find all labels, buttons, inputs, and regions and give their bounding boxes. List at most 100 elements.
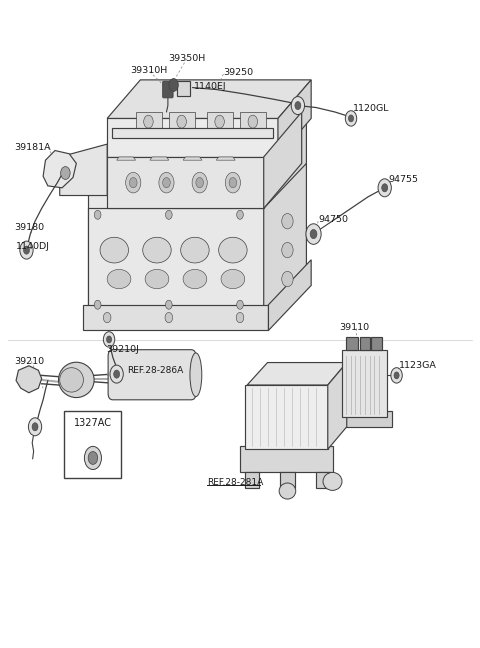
Text: REF.28-286A: REF.28-286A: [127, 366, 183, 375]
Ellipse shape: [323, 472, 342, 491]
Circle shape: [103, 312, 111, 323]
Text: 1123GA: 1123GA: [399, 361, 437, 370]
Ellipse shape: [221, 270, 245, 288]
Polygon shape: [338, 411, 392, 427]
Circle shape: [110, 365, 123, 383]
Ellipse shape: [183, 270, 207, 288]
Polygon shape: [264, 163, 306, 311]
Polygon shape: [245, 472, 259, 488]
Ellipse shape: [219, 237, 247, 263]
Circle shape: [391, 367, 402, 383]
Ellipse shape: [190, 353, 202, 397]
Polygon shape: [316, 472, 330, 488]
Ellipse shape: [143, 237, 171, 263]
Circle shape: [310, 229, 317, 238]
Text: 39210: 39210: [14, 357, 45, 365]
Circle shape: [114, 370, 120, 378]
Circle shape: [345, 111, 357, 126]
Polygon shape: [268, 260, 311, 330]
Text: 39250: 39250: [223, 67, 253, 76]
Circle shape: [144, 115, 153, 128]
Circle shape: [60, 167, 70, 179]
Polygon shape: [247, 362, 347, 385]
Circle shape: [107, 336, 112, 343]
Circle shape: [166, 300, 172, 309]
Circle shape: [229, 178, 237, 188]
Circle shape: [378, 179, 391, 197]
Circle shape: [215, 115, 224, 128]
Text: 39310H: 39310H: [130, 65, 167, 75]
Polygon shape: [60, 144, 107, 196]
Polygon shape: [112, 128, 273, 137]
Circle shape: [282, 242, 293, 258]
Polygon shape: [342, 350, 387, 417]
Text: 1140EJ: 1140EJ: [193, 82, 226, 91]
Polygon shape: [16, 365, 42, 393]
Circle shape: [166, 211, 172, 219]
Polygon shape: [216, 157, 235, 160]
Text: 39210J: 39210J: [106, 345, 139, 354]
Text: 39180: 39180: [14, 223, 45, 232]
Text: 1120GL: 1120GL: [353, 104, 389, 113]
Polygon shape: [183, 157, 202, 160]
Polygon shape: [245, 385, 328, 449]
Circle shape: [165, 312, 173, 323]
Circle shape: [169, 78, 179, 91]
Circle shape: [282, 213, 293, 229]
Circle shape: [237, 300, 243, 309]
Polygon shape: [169, 112, 195, 132]
Ellipse shape: [60, 367, 84, 392]
Ellipse shape: [145, 270, 169, 288]
Text: 39110: 39110: [340, 323, 370, 332]
Circle shape: [20, 241, 33, 259]
Polygon shape: [372, 337, 382, 350]
Polygon shape: [328, 362, 347, 449]
Circle shape: [291, 97, 304, 115]
Text: 94750: 94750: [318, 214, 348, 224]
Text: 39350H: 39350H: [168, 54, 205, 63]
Circle shape: [236, 312, 244, 323]
FancyBboxPatch shape: [64, 411, 121, 478]
Text: 39181A: 39181A: [14, 143, 51, 152]
Polygon shape: [136, 112, 162, 132]
Polygon shape: [240, 112, 266, 132]
Circle shape: [103, 332, 115, 347]
Text: 94755: 94755: [388, 175, 418, 184]
Polygon shape: [88, 157, 264, 311]
Circle shape: [159, 172, 174, 193]
Circle shape: [24, 246, 29, 254]
Polygon shape: [264, 112, 301, 209]
Circle shape: [126, 172, 141, 193]
Polygon shape: [360, 337, 370, 350]
Polygon shape: [43, 150, 76, 188]
Text: 1327AC: 1327AC: [74, 418, 112, 428]
Circle shape: [225, 172, 240, 193]
Circle shape: [237, 211, 243, 219]
Polygon shape: [207, 112, 233, 132]
Text: REF.28-281A: REF.28-281A: [207, 478, 263, 487]
Ellipse shape: [100, 237, 129, 263]
Circle shape: [32, 422, 38, 431]
Polygon shape: [280, 472, 295, 488]
FancyBboxPatch shape: [108, 350, 196, 400]
Circle shape: [163, 178, 170, 188]
Text: 1140DJ: 1140DJ: [16, 242, 50, 251]
Ellipse shape: [279, 483, 296, 499]
Ellipse shape: [180, 237, 209, 263]
Polygon shape: [178, 81, 190, 96]
Circle shape: [394, 372, 399, 379]
Polygon shape: [278, 80, 311, 157]
Circle shape: [95, 211, 101, 219]
Circle shape: [84, 446, 101, 470]
Circle shape: [130, 178, 137, 188]
Circle shape: [88, 452, 97, 465]
Polygon shape: [240, 446, 333, 472]
Circle shape: [295, 102, 301, 110]
Circle shape: [306, 224, 321, 244]
Circle shape: [95, 300, 101, 309]
Polygon shape: [264, 112, 306, 311]
Polygon shape: [150, 157, 169, 160]
Polygon shape: [88, 209, 264, 311]
Circle shape: [282, 272, 293, 286]
Circle shape: [196, 178, 204, 188]
